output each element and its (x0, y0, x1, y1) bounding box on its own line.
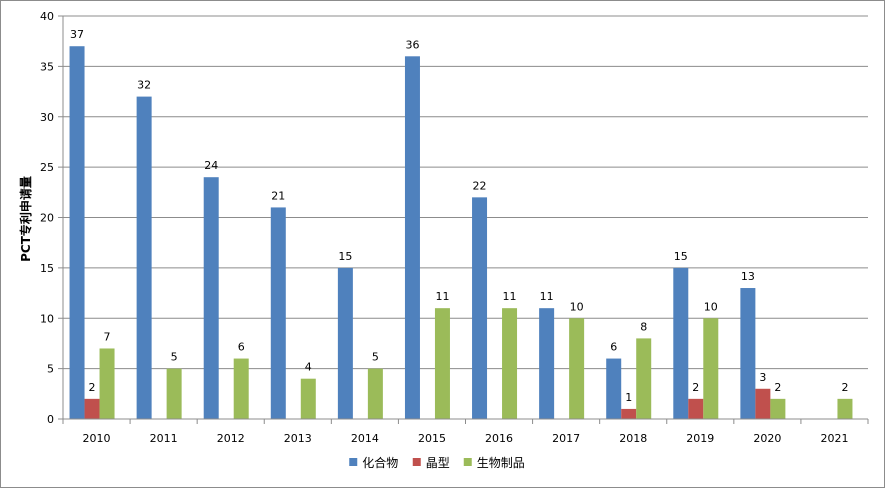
data-label: 10 (570, 300, 584, 313)
data-label: 1 (625, 391, 632, 404)
data-label: 5 (171, 351, 178, 364)
data-label: 2 (692, 381, 699, 394)
data-label: 8 (640, 320, 647, 333)
bar-2018-series-0 (606, 358, 622, 419)
bar-2015-series-2 (434, 308, 450, 419)
x-tick-label: 2013 (284, 432, 312, 445)
legend-swatch-2 (463, 458, 472, 466)
data-label: 36 (405, 38, 419, 51)
legend-swatch-1 (412, 458, 421, 466)
bar-2010-series-1 (84, 398, 100, 419)
x-tick-label: 2011 (150, 432, 178, 445)
bar-2018-series-1 (621, 408, 637, 419)
x-tick-label: 2018 (619, 432, 647, 445)
data-label: 2 (774, 381, 781, 394)
x-tick-label: 2012 (217, 432, 245, 445)
y-tick-label: 10 (40, 312, 54, 325)
bar-2021-series-2 (837, 398, 853, 419)
data-label: 22 (473, 179, 487, 192)
data-label: 7 (104, 330, 111, 343)
y-tick-label: 0 (47, 413, 54, 426)
bar-2013-series-2 (300, 378, 316, 419)
gridlines (63, 15, 868, 420)
y-tick-label: 30 (40, 111, 54, 124)
legend-label-2: 生物制品 (477, 456, 525, 470)
y-tick-label: 15 (40, 262, 54, 275)
bar-2013-series-0 (270, 207, 286, 419)
y-tick-label: 5 (47, 363, 54, 376)
legend-swatch-0 (349, 458, 358, 466)
bar-2010-series-0 (69, 46, 85, 419)
y-tick-label: 25 (40, 161, 54, 174)
x-tick-label: 2021 (820, 432, 848, 445)
legend-label-0: 化合物 (362, 455, 398, 470)
legend-label-1: 晶型 (426, 456, 450, 470)
data-label: 6 (238, 341, 245, 354)
x-tick-label: 2014 (351, 432, 379, 445)
bar-2018-series-2 (636, 338, 652, 419)
data-label: 24 (204, 159, 218, 172)
x-tick-label: 2019 (686, 432, 714, 445)
bar-2020-series-1 (755, 388, 771, 419)
x-tick-label: 2020 (753, 432, 781, 445)
y-axis-title: PCT专利申请量 (18, 176, 33, 262)
bar-2019-series-2 (703, 318, 719, 419)
data-label: 2 (89, 381, 96, 394)
bar-2011-series-2 (166, 368, 182, 419)
bars (69, 46, 853, 420)
bar-2011-series-0 (136, 96, 152, 419)
bar-2017-series-0 (539, 308, 555, 419)
bar-2012-series-0 (203, 177, 219, 419)
data-label: 5 (372, 351, 379, 364)
data-label: 11 (540, 290, 554, 303)
x-tick-label: 2010 (83, 432, 111, 445)
data-label: 21 (271, 189, 285, 202)
bar-2019-series-1 (688, 398, 704, 419)
bar-2020-series-0 (740, 288, 756, 419)
bar-2019-series-0 (673, 267, 689, 419)
y-tick-label: 35 (40, 60, 54, 73)
data-label: 37 (70, 28, 84, 41)
bar-2020-series-2 (770, 398, 786, 419)
bar-2016-series-2 (502, 308, 518, 419)
data-label: 32 (137, 79, 151, 92)
bar-2014-series-0 (337, 267, 353, 419)
bar-2015-series-0 (404, 56, 420, 420)
y-tick-label: 40 (40, 10, 54, 23)
y-tick-label: 20 (40, 212, 54, 225)
data-label: 15 (338, 250, 352, 263)
data-label: 4 (305, 361, 312, 374)
data-label: 6 (610, 341, 617, 354)
legend: 化合物 晶型 生物制品 (349, 455, 525, 470)
data-label: 10 (704, 300, 718, 313)
bar-2016-series-0 (472, 197, 488, 419)
bar-2014-series-2 (367, 368, 383, 419)
bar-2017-series-2 (569, 318, 585, 419)
x-tick-label: 2015 (418, 432, 446, 445)
data-label: 11 (435, 290, 449, 303)
data-label: 11 (503, 290, 517, 303)
bar-2012-series-2 (233, 358, 249, 419)
bar-2010-series-2 (99, 348, 115, 419)
data-label: 2 (841, 381, 848, 394)
x-tick-label: 2016 (485, 432, 513, 445)
data-label: 3 (759, 371, 766, 384)
data-label: 13 (741, 270, 755, 283)
data-label: 15 (674, 250, 688, 263)
x-tick-label: 2017 (552, 432, 580, 445)
